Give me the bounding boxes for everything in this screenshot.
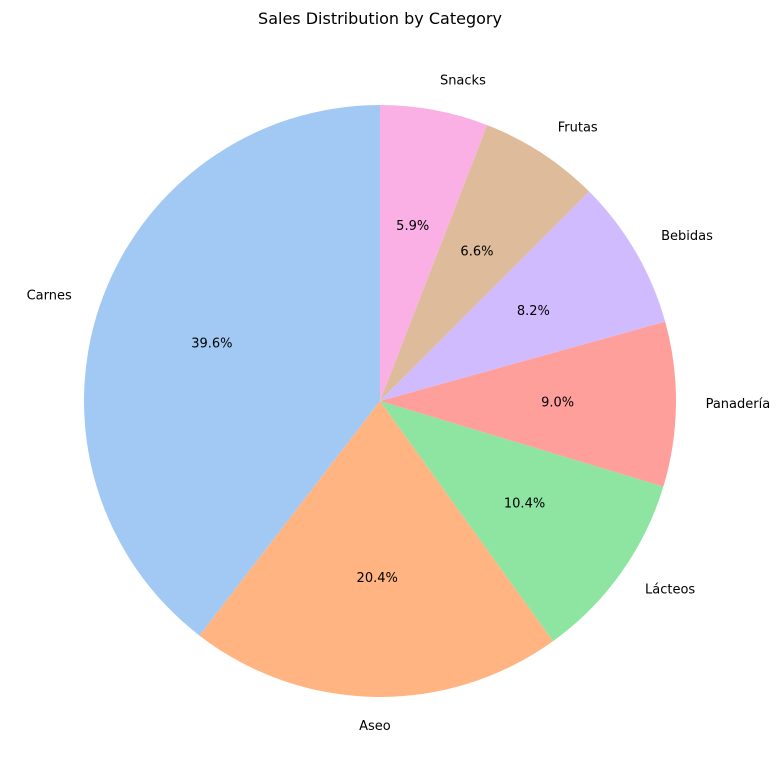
slice-pct-frutas: 6.6% [460, 245, 493, 260]
pie-slice-bebidas [380, 191, 666, 401]
slice-pct-snacks: 5.9% [396, 219, 429, 234]
slice-pct-panaderia: 9.0% [541, 395, 574, 410]
slice-pct-carnes: 39.6% [191, 336, 232, 351]
pie-slice-frutas [380, 125, 590, 401]
slice-label-carnes: Carnes [27, 289, 72, 304]
slice-label-lacteos: Lácteos [645, 583, 695, 598]
slice-pct-lacteos: 10.4% [504, 497, 545, 512]
pie-labels: Carnes 39.6% Aseo 20.4% Lácteos 10.4% Panaderí… [27, 73, 771, 734]
slice-pct-bebidas: 8.2% [517, 304, 550, 319]
slice-label-snacks: Snacks [440, 73, 486, 88]
pie-slice-aseo [199, 401, 554, 697]
pie-slice-carnes [84, 105, 380, 636]
slice-label-frutas: Frutas [558, 121, 598, 136]
chart-title: Sales Distribution by Category [258, 9, 502, 28]
slice-label-panaderia: Panadería [706, 397, 771, 412]
pie-slice-panaderia [380, 321, 677, 487]
slice-label-aseo: Aseo [359, 719, 391, 734]
pie-slice-lacteos [380, 401, 664, 642]
slice-label-bebidas: Bebidas [661, 229, 713, 244]
slice-pct-aseo: 20.4% [357, 571, 398, 586]
pie-slice-snacks [380, 105, 488, 401]
pie-slices [84, 105, 677, 697]
